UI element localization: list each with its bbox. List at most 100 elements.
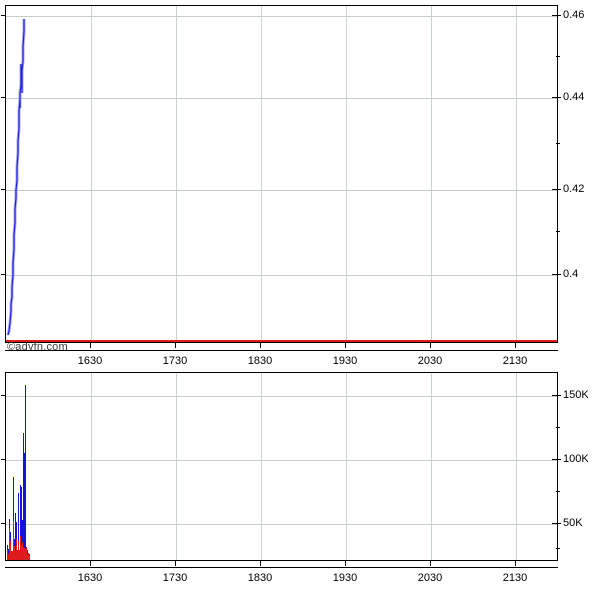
price-line — [7, 19, 25, 336]
price-gridline-v — [261, 6, 262, 342]
volume-gridline-v — [91, 373, 92, 560]
advfn-watermark: ©advfn.com — [7, 341, 68, 353]
volume-x-tick — [515, 561, 516, 566]
price-gridline-v — [176, 6, 177, 342]
volume-bar-down — [28, 552, 29, 560]
volume-bar-down — [7, 550, 8, 560]
volume-bar — [23, 433, 24, 560]
volume-bar-down — [19, 550, 20, 560]
price-y-tick-minor — [556, 231, 560, 232]
price-y-tick-left — [1, 15, 6, 16]
volume-bar-down — [27, 553, 28, 560]
price-x-tick — [430, 343, 431, 348]
price-gridline-h — [6, 98, 557, 99]
volume-x-tick — [90, 561, 91, 566]
price-line-series — [6, 19, 26, 336]
price-x-tick — [175, 343, 176, 348]
price-y-tick-major — [552, 189, 561, 190]
volume-y-tick-major — [552, 395, 561, 396]
volume-x-tick — [260, 561, 261, 566]
volume-x-tick-label: 1630 — [77, 572, 103, 584]
volume-bar-down — [25, 549, 26, 560]
volume-bar-down — [17, 550, 18, 560]
price-y-tick-label: 0.46 — [563, 9, 585, 21]
previous-close-line — [6, 340, 557, 342]
volume-plot-area[interactable] — [5, 372, 558, 561]
volume-x-tick — [175, 561, 176, 566]
volume-bar-down — [13, 521, 14, 560]
price-x-tick — [345, 343, 346, 348]
volume-bar — [18, 493, 19, 560]
price-y-tick-minor — [556, 56, 560, 57]
volume-x-axis-line — [5, 567, 558, 568]
volume-gridline-h — [6, 396, 557, 397]
price-x-tick-label: 2030 — [417, 355, 443, 367]
volume-bar-down — [22, 541, 23, 560]
volume-bar — [20, 484, 21, 560]
volume-gridline-v — [261, 373, 262, 560]
price-plot-area[interactable] — [5, 5, 558, 343]
volume-bar — [15, 512, 16, 560]
volume-y-tick-major — [552, 459, 561, 460]
price-y-tick-left — [1, 274, 6, 275]
volume-bar — [21, 487, 22, 560]
volume-bar-down — [20, 536, 21, 560]
volume-bar-down — [16, 538, 17, 560]
volume-y-tick-minor — [556, 491, 560, 492]
price-y-tick-label: 0.42 — [563, 183, 585, 195]
volume-bar-down — [21, 544, 22, 560]
volume-bar-down — [8, 553, 9, 560]
volume-y-tick-label: 150K — [563, 389, 589, 401]
volume-gridline-v — [516, 373, 517, 560]
volume-y-tick-label: 50K — [563, 517, 583, 529]
volume-y-tick-left — [1, 459, 6, 460]
price-gridline-v — [91, 6, 92, 342]
price-x-tick-label: 1830 — [247, 355, 273, 367]
volume-x-tick-label: 2130 — [502, 572, 528, 584]
price-x-tick-label: 1630 — [77, 355, 103, 367]
price-gridline-h — [6, 190, 557, 191]
price-panel: 0.46 0.44 0.42 0.4 1630 1730 1830 1930 2030 2130… — [1, 5, 585, 367]
price-y-tick-left — [1, 97, 6, 98]
price-y-tick-left — [1, 189, 6, 190]
volume-y-tick-minor — [556, 427, 560, 428]
price-gridline-h — [6, 275, 557, 276]
volume-gridline-h — [6, 524, 557, 525]
price-gridline-v — [516, 6, 517, 342]
volume-x-tick — [345, 561, 346, 566]
volume-bar-down — [11, 551, 12, 560]
price-gridline-v — [346, 6, 347, 342]
volume-x-tick-label: 2030 — [417, 572, 443, 584]
price-y-tick-major — [552, 15, 561, 16]
volume-bar-down — [29, 555, 30, 560]
volume-y-tick-major — [552, 523, 561, 524]
volume-gridline-v — [431, 373, 432, 560]
volume-y-tick-left — [1, 523, 6, 524]
volume-bar — [13, 477, 14, 560]
volume-panel: 150K 100K 50K 1630 1730 1830 1930 2030 2130 — [0, 368, 600, 600]
volume-x-tick — [430, 561, 431, 566]
price-gridline-v — [431, 6, 432, 342]
volume-bar-down — [15, 551, 16, 560]
volume-bar — [25, 385, 26, 560]
volume-x-tick-label: 1730 — [162, 572, 188, 584]
volume-bar-down — [24, 548, 25, 560]
volume-gridline-h — [6, 460, 557, 461]
volume-bar-down — [18, 540, 19, 560]
volume-bar-down — [23, 547, 24, 560]
volume-y-tick-label: 100K — [563, 453, 589, 465]
volume-bar — [22, 520, 23, 560]
volume-x-tick-label: 1830 — [247, 572, 273, 584]
volume-gridline-v — [346, 373, 347, 560]
price-x-tick — [260, 343, 261, 348]
volume-bar-down — [9, 527, 10, 560]
volume-bar-down — [26, 547, 27, 560]
price-x-tick-label: 1930 — [332, 355, 358, 367]
price-y-tick-minor — [556, 143, 560, 144]
volume-bar-down — [10, 540, 11, 560]
price-y-tick-major — [552, 274, 561, 275]
volume-y-tick-left — [1, 395, 6, 396]
price-y-tick-label: 0.4 — [563, 268, 579, 280]
price-x-tick — [90, 343, 91, 348]
